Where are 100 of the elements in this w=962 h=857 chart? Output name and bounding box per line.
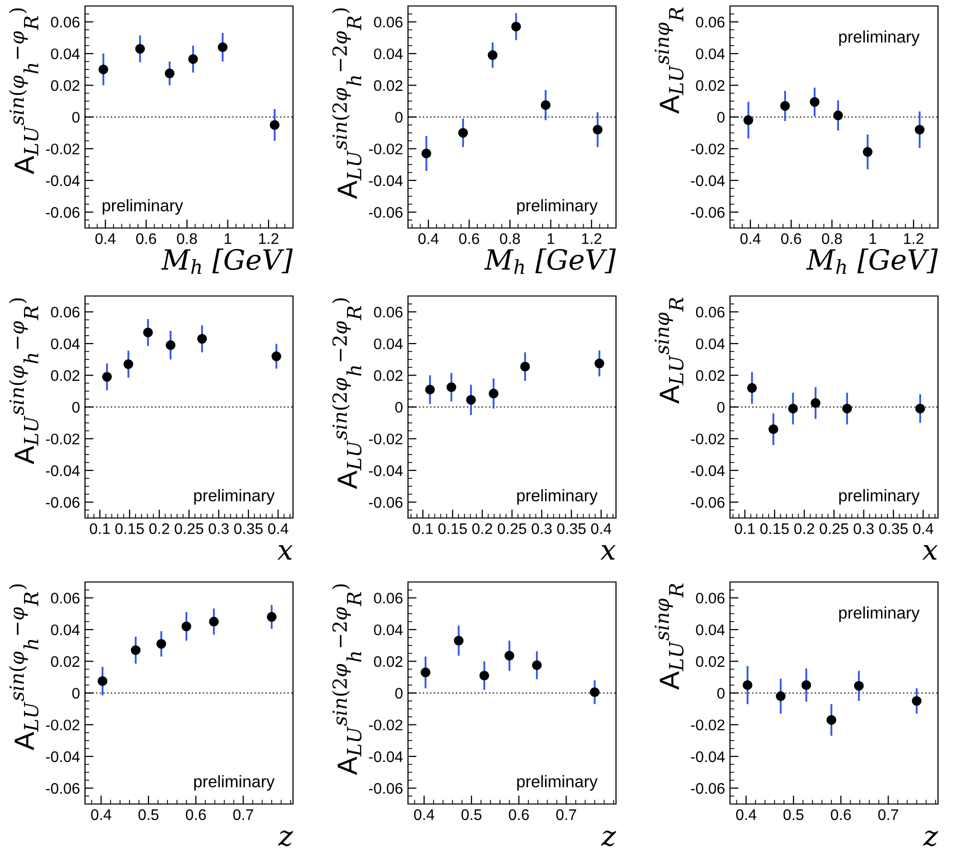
- x-axis-title: z: [601, 830, 616, 846]
- x-axis-title: x: [922, 545, 938, 560]
- point: [130, 645, 141, 656]
- point: [826, 715, 836, 725]
- y-tick-label: 0.02: [696, 656, 724, 667]
- point: [532, 660, 542, 670]
- point: [776, 691, 786, 702]
- x-tick-label: 0.35: [557, 523, 586, 534]
- x-tick-label: 0.6: [781, 233, 802, 244]
- annotation: preliminary: [194, 489, 275, 505]
- x-tick-label: 0.6: [136, 233, 156, 244]
- point: [124, 359, 134, 370]
- point: [592, 124, 603, 135]
- point: [270, 120, 280, 130]
- y-axis-title: A$_{LU}$$^{sinφ}$$_{R}$: [654, 297, 684, 404]
- y-tick-label: -0.02: [46, 144, 80, 154]
- point: [458, 128, 468, 138]
- point: [218, 42, 228, 52]
- x-tick-label: 0.15: [115, 523, 144, 534]
- point: [143, 328, 153, 338]
- x-tick-label: 0.4: [418, 233, 439, 244]
- point: [98, 676, 108, 686]
- y-tick-label: -0.06: [369, 497, 402, 508]
- point: [810, 398, 820, 408]
- x-tick-label: 0.7: [556, 809, 576, 820]
- point: [854, 681, 864, 691]
- y-tick-label: -0.04: [369, 465, 403, 476]
- point: [446, 382, 456, 392]
- annotation: preliminary: [839, 489, 920, 505]
- y-tick-label: 0.06: [51, 592, 80, 604]
- point: [912, 696, 922, 706]
- y-tick-label: 0.04: [374, 338, 403, 350]
- y-tick-label: -0.06: [46, 783, 80, 794]
- x-tick-label: 0.15: [438, 523, 467, 534]
- y-tick-label: 0.04: [51, 48, 80, 60]
- x-axis-title: x: [600, 545, 616, 560]
- y-tick-label: 0.06: [696, 16, 724, 28]
- y-axis-title: A$_{LU}$$^{sin(φ}$$_{h}$$^{−φ}$$_{R}$$^{)}$: [9, 8, 38, 174]
- x-tick-label: 0.5: [783, 809, 804, 820]
- y-tick-label: 0: [717, 402, 725, 413]
- x-tick-label: 1: [870, 233, 876, 244]
- y-tick-label: -0.02: [369, 434, 402, 444]
- x-tick-label: 1.2: [582, 233, 602, 244]
- x-tick-label: 0.35: [879, 523, 908, 534]
- y-axis-title: A$_{LU}$$^{sinφ}$$_{R}$: [654, 583, 684, 690]
- x-tick-label: 0.7: [233, 809, 254, 820]
- point: [425, 384, 435, 394]
- y-tick-label: -0.06: [691, 783, 724, 794]
- y-axis-title: A$_{LU}$$^{sin(2φ}$$_{h}$$^{−2φ}$$_{R}$$^{)}$: [332, 298, 362, 489]
- point: [98, 64, 108, 74]
- point: [188, 54, 198, 64]
- y-tick-label: 0.04: [374, 624, 403, 636]
- y-tick-label: 0.04: [51, 338, 80, 350]
- y-tick-label: 0: [395, 112, 403, 123]
- y-tick-label: 0.04: [696, 624, 725, 636]
- y-tick-label: -0.04: [691, 751, 725, 762]
- x-tick-label: 0.6: [459, 233, 480, 244]
- y-tick-label: -0.06: [369, 783, 402, 794]
- point: [466, 395, 476, 405]
- x-tick-label: 0.2: [472, 523, 492, 534]
- point: [914, 124, 925, 135]
- point: [743, 115, 754, 126]
- point: [135, 44, 145, 54]
- y-tick-label: 0.06: [374, 306, 402, 318]
- point: [742, 680, 752, 690]
- x-axis-title: M$_{h}$ [GeV]: [161, 248, 293, 274]
- point: [780, 101, 790, 111]
- x-tick-label: 0.4: [913, 523, 934, 534]
- y-axis-title: A$_{LU}$$^{sinφ}$$_{R}$: [654, 7, 684, 114]
- y-tick-label: 0.04: [374, 48, 403, 60]
- point: [768, 424, 778, 434]
- y-axis-title: A$_{LU}$$^{sin(2φ}$$_{h}$$^{−2φ}$$_{R}$$^{)}$: [332, 584, 362, 775]
- x-tick-label: 0.3: [208, 523, 229, 534]
- y-tick-label: 0.06: [51, 306, 80, 318]
- point: [421, 148, 432, 158]
- x-tick-label: 0.5: [138, 809, 158, 820]
- annotation: preliminary: [194, 775, 275, 791]
- y-tick-label: 0: [395, 402, 403, 413]
- y-axis-title: A$_{LU}$$^{sin(2φ}$$_{h}$$^{−2φ}$$_{R}$$^{)}$: [332, 8, 362, 199]
- x-tick-label: 0.35: [234, 523, 263, 534]
- x-tick-label: 0.8: [500, 233, 520, 244]
- y-tick-label: 0.02: [696, 80, 724, 91]
- point: [504, 650, 514, 661]
- point: [511, 22, 521, 32]
- point: [182, 622, 192, 632]
- point: [488, 388, 498, 398]
- annotation: preliminary: [839, 606, 920, 622]
- x-axis-title: z: [923, 830, 938, 846]
- x-tick-label: 0.5: [461, 809, 482, 820]
- y-tick-label: 0.06: [51, 16, 80, 28]
- x-tick-label: 0.4: [591, 523, 612, 534]
- point: [842, 404, 852, 414]
- y-tick-label: 0.06: [374, 592, 402, 604]
- y-tick-label: 0.06: [374, 16, 402, 28]
- y-tick-label: -0.04: [46, 175, 80, 186]
- point: [520, 362, 530, 372]
- x-tick-label: 0.4: [91, 809, 112, 820]
- y-tick-label: 0.06: [696, 306, 724, 318]
- y-tick-label: -0.04: [46, 465, 80, 476]
- y-tick-label: 0.02: [51, 370, 80, 381]
